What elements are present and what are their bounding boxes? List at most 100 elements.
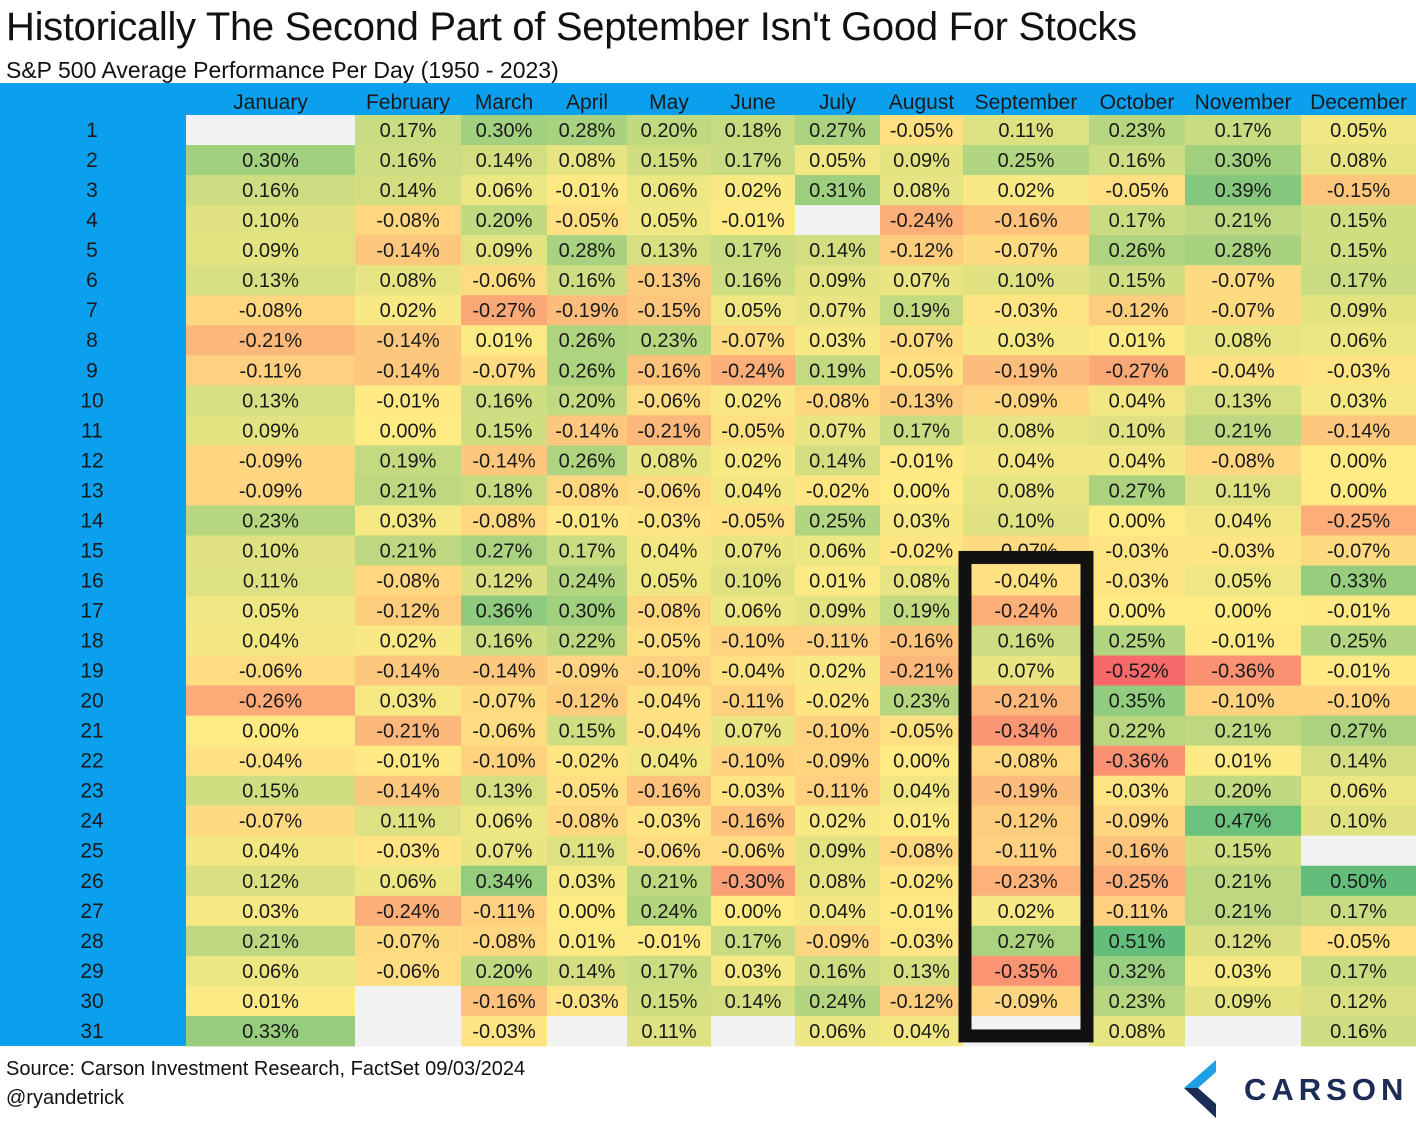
heatmap-cell — [1185, 415, 1301, 446]
cell-value: 0.01% — [1215, 751, 1272, 773]
heatmap-cell — [795, 895, 880, 927]
cell-value: -0.04% — [637, 691, 701, 713]
heatmap-cell — [186, 325, 355, 356]
heatmap-cell — [711, 235, 795, 266]
cell-value: -0.24% — [890, 210, 954, 232]
heatmap-cell — [795, 475, 880, 506]
september-highlight-box — [958, 550, 1094, 1043]
cell-value: 0.02% — [725, 390, 782, 412]
cell-value: 0.06% — [1330, 330, 1387, 352]
heatmap-cell — [880, 625, 963, 657]
heatmap-cell — [711, 505, 795, 536]
heatmap-cell — [1301, 1015, 1416, 1047]
cell-value: 0.23% — [641, 330, 698, 352]
heatmap-cell — [963, 205, 1089, 236]
heatmap-cell — [711, 775, 795, 807]
cell-value: 0.17% — [1330, 961, 1387, 983]
cell-value: -0.11% — [722, 691, 784, 713]
heatmap-cell — [963, 715, 1089, 747]
heatmap-cell — [461, 655, 547, 687]
heatmap-cell — [711, 265, 795, 296]
cell-value: -0.14% — [376, 661, 440, 683]
cell-value: 0.21% — [242, 931, 299, 953]
cell-value: -0.08% — [376, 210, 440, 232]
heatmap-cell — [461, 715, 547, 747]
cell-value: 0.50% — [1330, 871, 1387, 893]
cell-value: 0.04% — [893, 781, 950, 803]
heatmap-cell — [547, 205, 627, 236]
cell-value: -0.02% — [806, 691, 870, 713]
heatmap-cell — [1301, 655, 1416, 687]
heatmap-cell — [627, 235, 711, 266]
heatmap-cell — [547, 265, 627, 296]
heatmap-cell — [627, 175, 711, 206]
cell-value: 0.08% — [1215, 330, 1272, 352]
cell-value: -0.01% — [376, 751, 440, 773]
cell-value: 0.26% — [559, 450, 616, 472]
cell-value: 0.15% — [641, 150, 698, 172]
cell-value: -0.05% — [637, 631, 701, 653]
cell-value: -0.07% — [1327, 540, 1391, 562]
heatmap-cell — [795, 145, 880, 176]
heatmap-cell — [1089, 295, 1185, 326]
heatmap-cell — [1089, 1015, 1185, 1047]
heatmap-cell — [547, 115, 627, 146]
cell-value: -0.01% — [1327, 600, 1391, 622]
cell-value: 0.33% — [1330, 570, 1387, 592]
cell-value: -0.14% — [376, 781, 440, 803]
heatmap-cell — [627, 445, 711, 476]
heatmap-cell — [711, 745, 795, 777]
heatmap-cell — [880, 715, 963, 747]
cell-value: 0.12% — [1330, 991, 1387, 1013]
cell-value: 0.17% — [725, 931, 782, 953]
cell-value: 0.08% — [809, 871, 866, 893]
cell-value: 0.05% — [641, 570, 698, 592]
cell-value: -0.09% — [806, 751, 870, 773]
heatmap-cell — [627, 145, 711, 176]
heatmap-cell — [795, 595, 880, 627]
heatmap-cell — [963, 745, 1089, 777]
cell-value: 0.06% — [725, 600, 782, 622]
cell-value: 0.17% — [1330, 901, 1387, 923]
heatmap-cell — [355, 265, 461, 296]
cell-value: -0.01% — [376, 390, 440, 412]
cell-value: -0.24% — [994, 600, 1058, 622]
cell-value: -0.11% — [240, 360, 302, 382]
heatmap-cell — [963, 595, 1089, 627]
cell-value: 0.17% — [1109, 210, 1166, 232]
cell-value: 0.14% — [809, 450, 866, 472]
cell-value: 0.03% — [893, 510, 950, 532]
cell-value: -0.36% — [1105, 751, 1169, 773]
row-label-band — [0, 83, 186, 1046]
heatmap-cell — [880, 205, 963, 236]
cell-value: 0.35% — [1109, 691, 1166, 713]
heatmap-cell — [461, 595, 547, 627]
heatmap-cell — [627, 625, 711, 657]
heatmap-cell — [186, 595, 355, 627]
cell-value: -0.52% — [1105, 661, 1169, 683]
cell-value: -0.16% — [1105, 841, 1169, 863]
heatmap-cell — [1089, 895, 1185, 927]
heatmap-cell — [355, 325, 461, 356]
heatmap-cell — [1301, 805, 1416, 837]
heatmap-cell — [627, 475, 711, 506]
cell-value: 0.20% — [641, 120, 698, 142]
cell-value: 0.05% — [1215, 570, 1272, 592]
heatmap-cell — [1089, 265, 1185, 296]
heatmap-cell — [1185, 715, 1301, 747]
cell-value: 0.01% — [242, 991, 299, 1013]
heatmap-cell — [461, 565, 547, 596]
heatmap-cell — [1089, 805, 1185, 837]
cell-value: 0.13% — [641, 240, 698, 262]
heatmap-cell — [627, 505, 711, 536]
heatmap-cell — [711, 385, 795, 416]
heatmap-cell — [963, 115, 1089, 146]
cell-value: -0.27% — [472, 300, 536, 322]
cell-value: 0.06% — [380, 871, 437, 893]
heatmap-cell — [627, 355, 711, 386]
heatmap-cell — [355, 715, 461, 747]
heatmap-cell — [355, 205, 461, 236]
cell-value: 0.00% — [380, 420, 437, 442]
heatmap-cell — [1089, 835, 1185, 867]
heatmap-cell — [1301, 415, 1416, 446]
